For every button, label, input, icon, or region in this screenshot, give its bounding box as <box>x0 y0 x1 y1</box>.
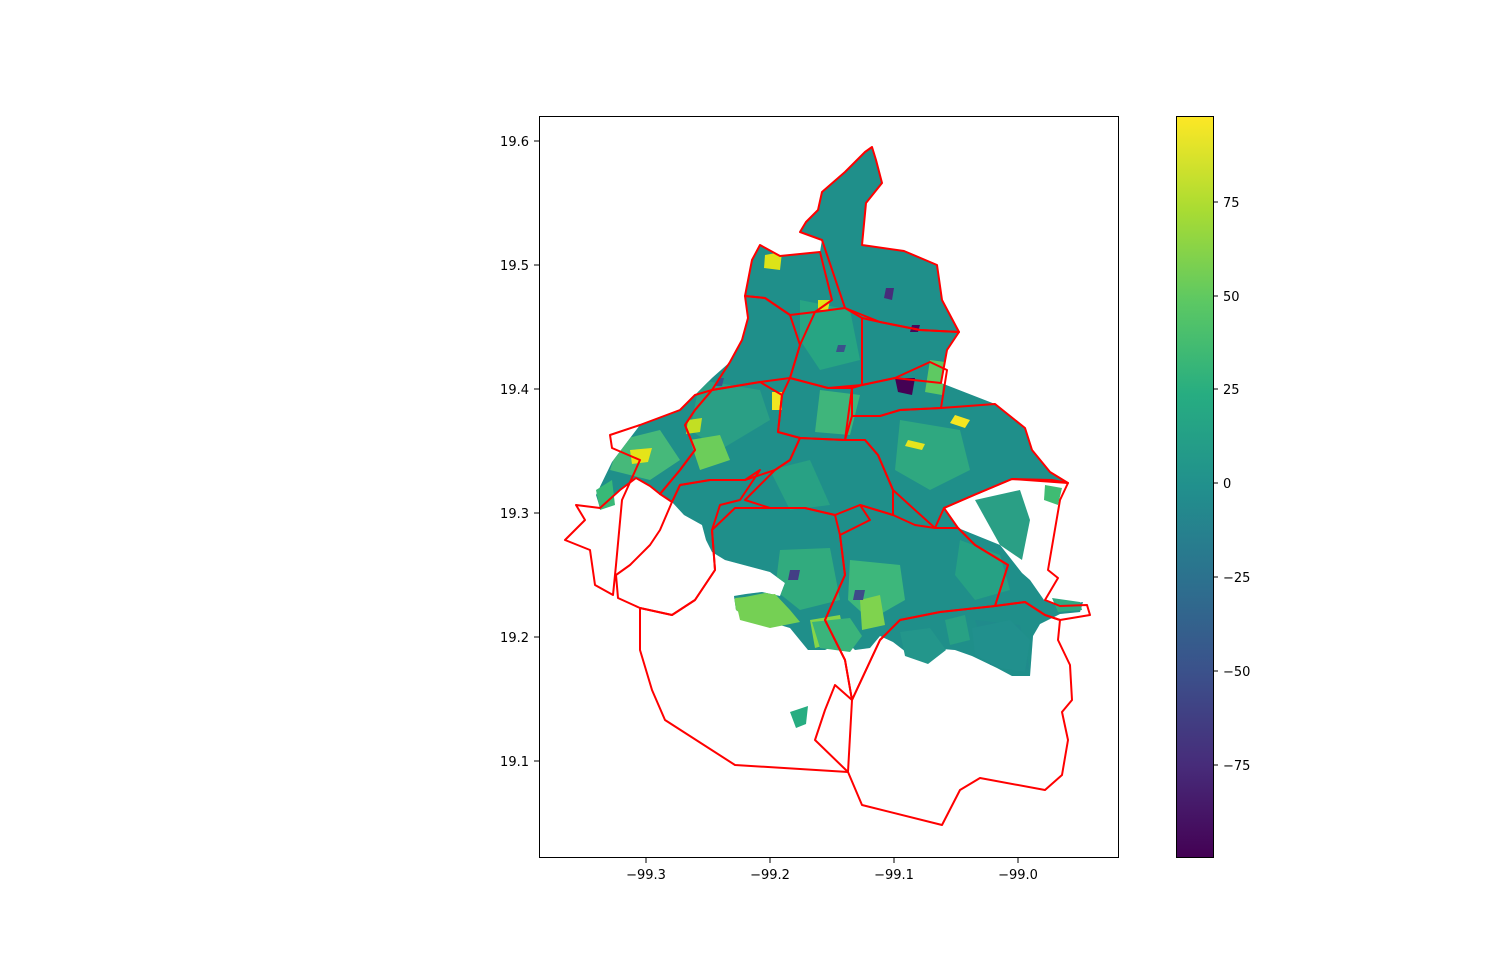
block-area <box>788 570 800 580</box>
y-tick-label: 19.3 <box>500 507 529 522</box>
block-area <box>860 595 885 630</box>
boundary-region <box>744 244 833 316</box>
block-area <box>735 594 800 628</box>
block-area <box>955 540 1010 600</box>
block-area <box>975 490 1030 560</box>
boundary-region <box>639 507 853 773</box>
y-tick-label: 19.4 <box>500 383 529 398</box>
x-tick-label: −99.3 <box>626 868 666 883</box>
y-tick-label: 19.5 <box>500 259 529 274</box>
block-area <box>690 435 730 470</box>
block-area <box>925 360 945 395</box>
block-area <box>950 415 970 428</box>
block-area <box>772 392 782 410</box>
block-area <box>895 420 970 490</box>
boundary-region <box>814 601 1073 826</box>
colorbar-tick-label: −75 <box>1223 759 1250 774</box>
block-area <box>884 288 894 300</box>
y-tick-label: 19.1 <box>500 755 529 770</box>
block-area <box>764 252 782 270</box>
y-tick-label: 19.6 <box>500 135 529 150</box>
block-area <box>1044 485 1062 505</box>
boundary-region <box>744 437 894 516</box>
block-area <box>905 440 925 450</box>
block-area <box>895 378 915 395</box>
x-axis: −99.3 −99.2 −99.1 −99.0 <box>626 858 1038 883</box>
colorbar-tick-label: 0 <box>1223 477 1231 492</box>
colorbar-tick-label: 25 <box>1223 383 1240 398</box>
block-area <box>800 300 860 370</box>
boundary-region <box>799 146 960 333</box>
block-area <box>972 620 1030 672</box>
x-tick-label: −99.2 <box>750 868 790 883</box>
boundary-layer <box>564 146 1091 826</box>
block-area <box>945 615 970 645</box>
colorbar-ticks: 75 50 25 0 −25 −50 −75 <box>1213 196 1250 774</box>
block-area <box>596 480 615 510</box>
block-area <box>853 590 865 600</box>
block-area <box>686 418 702 434</box>
colorbar: 75 50 25 0 −25 −50 −75 <box>1176 116 1250 858</box>
block-area <box>900 628 946 664</box>
block-area <box>630 448 652 464</box>
y-tick-label: 19.2 <box>500 631 529 646</box>
colorbar-tick-label: 75 <box>1223 196 1240 211</box>
x-tick-label: −99.1 <box>874 868 914 883</box>
y-axis: 19.6 19.5 19.4 19.3 19.2 19.1 <box>500 135 539 770</box>
block-area <box>775 548 840 610</box>
block-area <box>790 706 808 728</box>
colorbar-tick-label: −25 <box>1223 571 1250 586</box>
colorbar-tick-label: −50 <box>1223 665 1250 680</box>
boundary-region <box>564 389 713 596</box>
block-area <box>770 460 830 510</box>
block-area <box>690 380 770 450</box>
colorbar-tick-label: 50 <box>1223 290 1240 305</box>
block-area <box>836 345 846 352</box>
colorbar-gradient <box>1176 116 1214 858</box>
x-tick-label: −99.0 <box>998 868 1038 883</box>
map-axes: −99.3 −99.2 −99.1 −99.0 19.6 19.5 19.4 1… <box>500 116 1119 883</box>
block-area <box>812 618 862 652</box>
